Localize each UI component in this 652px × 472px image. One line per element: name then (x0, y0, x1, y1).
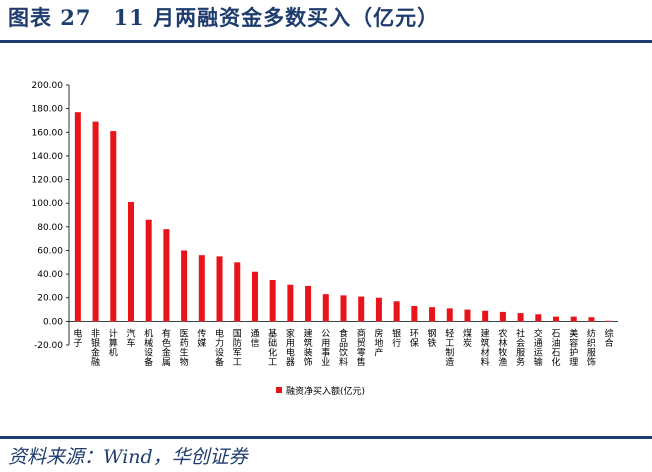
bar (499, 311, 506, 322)
bar (305, 285, 312, 322)
bar-chart: -20.00 0.00 20.00 40.00 60.00 80.00 100.00 120.… (32, 81, 618, 397)
y-tick-label: -20.00 (34, 341, 63, 351)
x-tick-label: 家用电器 (286, 327, 295, 367)
bar (322, 294, 329, 322)
x-tick-label: 电子 (73, 327, 82, 348)
bar (446, 308, 453, 322)
legend-label: 融资净买入额(亿元) (286, 385, 365, 397)
x-tick-label: 食品饮料 (339, 327, 348, 367)
bar (358, 296, 365, 322)
x-tick-label: 医药生物 (180, 328, 189, 367)
x-tick-label: 综合 (605, 327, 614, 348)
x-tick-label: 商贸零售 (357, 327, 366, 367)
x-tick-label: 环保 (410, 328, 419, 348)
x-tick-label: 煤炭 (463, 327, 472, 348)
x-tick-label: 非银金融 (91, 327, 100, 367)
y-tick-label: 180.00 (32, 105, 64, 115)
bar (287, 284, 294, 322)
x-tick-label: 钢铁 (428, 327, 437, 348)
y-tick-label: 120.00 (32, 176, 64, 186)
bar (181, 250, 188, 322)
bar (340, 295, 347, 322)
y-tick-label: 200.00 (32, 81, 64, 91)
x-tick-label: 美容护理 (569, 327, 578, 367)
x-tick-label: 纺织服饰 (587, 327, 596, 367)
y-tick-label: 80.00 (37, 223, 63, 233)
top-rule (0, 40, 652, 43)
bar (393, 301, 400, 322)
bar (553, 316, 560, 322)
bars (74, 112, 613, 322)
bar (198, 255, 205, 322)
x-tick-label: 轻工制造 (445, 327, 454, 367)
bottom-rule (0, 436, 652, 439)
x-tick-label: 建筑装饰 (304, 327, 313, 367)
x-tick-label: 机械设备 (144, 327, 153, 367)
bar (570, 316, 577, 322)
bar (127, 202, 134, 322)
y-tick-label: 20.00 (37, 294, 63, 304)
x-tick-label: 汽车 (126, 327, 135, 348)
legend-swatch (276, 387, 282, 393)
x-tick-label: 基础化工 (268, 327, 277, 367)
x-tick-label: 交通运输 (534, 327, 543, 367)
x-tick-label: 通信 (250, 328, 259, 348)
bar (92, 121, 99, 322)
bar (251, 271, 258, 322)
x-tick-label: 电力设备 (215, 327, 224, 367)
bar (482, 310, 489, 322)
x-tick-label: 建筑材料 (481, 327, 490, 367)
figure-title: 图表 27 11 月两融资金多数买入（亿元） (8, 5, 440, 30)
x-tick-label: 房地产 (374, 327, 383, 358)
x-tick-label: 有色金属 (162, 327, 171, 367)
x-axis-labels: 电子非银金融计算机汽车机械设备有色金属医药生物传媒电力设备国防军工通信基础化工家… (73, 327, 613, 367)
y-axis: -20.00 0.00 20.00 40.00 60.00 80.00 100.00 120.… (32, 81, 618, 351)
bar (429, 307, 436, 322)
bar (269, 280, 276, 322)
bar (375, 297, 382, 322)
source-note: 资料来源：Wind，华创证券 (8, 446, 248, 468)
y-tick-label: 160.00 (32, 128, 64, 138)
x-tick-label: 石油石化 (552, 329, 561, 367)
bar (163, 229, 170, 322)
bar (234, 262, 241, 322)
x-tick-label: 公用事业 (321, 328, 330, 367)
legend: 融资净买入额(亿元) (276, 385, 365, 397)
bar (517, 313, 524, 322)
y-tick-label: 100.00 (32, 199, 64, 209)
bar (588, 317, 595, 322)
y-tick-label: 60.00 (37, 246, 63, 256)
x-tick-label: 国防军工 (233, 328, 242, 367)
x-tick-label: 银行 (392, 327, 401, 348)
bar (110, 131, 117, 322)
x-tick-label: 农林牧渔 (498, 327, 507, 367)
y-tick-label: 40.00 (37, 270, 63, 280)
x-tick-label: 计算机 (109, 327, 118, 358)
y-tick-label: 0.00 (43, 317, 63, 327)
bar (464, 309, 471, 322)
bar (145, 219, 152, 322)
bar (606, 320, 613, 322)
bar (535, 314, 542, 322)
bar (411, 306, 418, 322)
bar (216, 256, 223, 322)
y-tick-label: 140.00 (32, 152, 64, 162)
x-tick-label: 社会服务 (516, 327, 525, 367)
x-tick-label: 传媒 (197, 327, 206, 348)
bar (74, 112, 81, 322)
